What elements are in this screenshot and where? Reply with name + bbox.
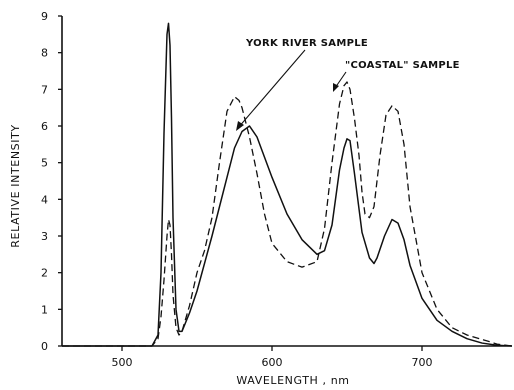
x-tick-label: 700	[412, 356, 433, 369]
arrowhead-york-river	[236, 121, 244, 131]
y-tick-label: 0	[41, 340, 48, 353]
y-tick-label: 7	[41, 83, 48, 96]
annotation-york-river: YORK RIVER SAMPLE	[245, 38, 368, 49]
y-tick-label: 9	[41, 10, 48, 23]
x-axis-title: WAVELENGTH , nm	[236, 374, 349, 387]
axis-ticks: 0 1 2 3 4 5 6 7 8 9 500 600 700	[41, 10, 433, 369]
arrowhead-coastal	[333, 83, 339, 92]
annotation-coastal: "COASTAL" SAMPLE	[345, 60, 460, 71]
y-tick-label: 6	[41, 120, 48, 133]
y-axis-title: RELATIVE INTENSITY	[9, 124, 22, 247]
y-tick-label: 8	[41, 47, 48, 60]
series-line-york-river	[62, 22, 513, 347]
series-lines	[62, 22, 513, 347]
y-tick-label: 4	[41, 193, 48, 206]
arrow-york-river	[237, 49, 306, 129]
y-tick-label: 2	[41, 267, 48, 280]
y-tick-label: 1	[41, 303, 48, 316]
x-tick-label: 500	[112, 356, 133, 369]
annotations: YORK RIVER SAMPLE "COASTAL" SAMPLE	[236, 38, 460, 131]
y-tick-label: 5	[41, 157, 48, 170]
y-tick-label: 3	[41, 230, 48, 243]
x-tick-label: 600	[262, 356, 283, 369]
